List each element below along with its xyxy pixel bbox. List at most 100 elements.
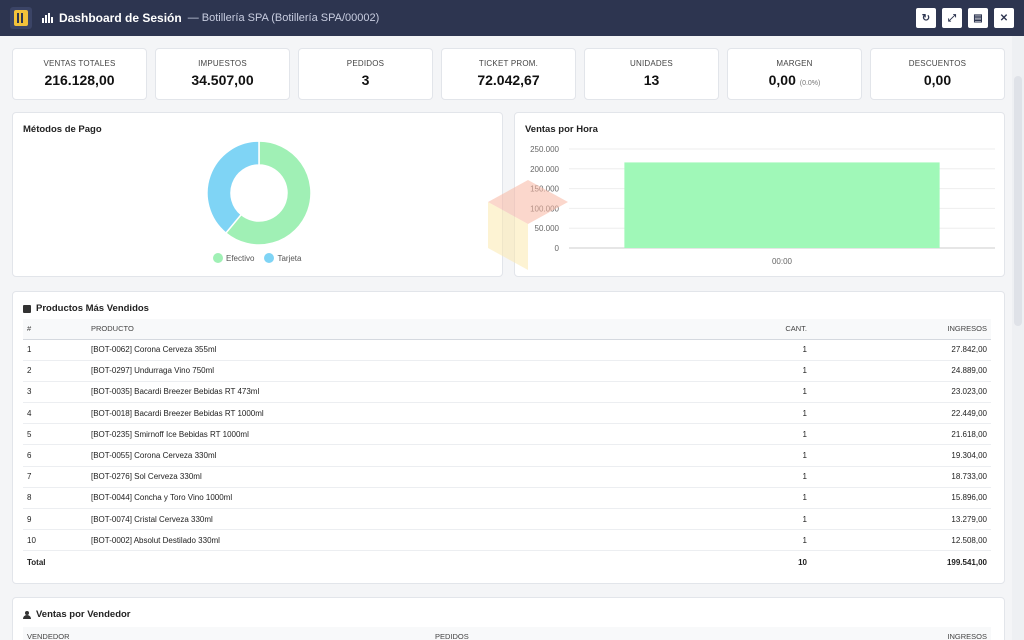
table-row[interactable]: 9 [BOT-0074] Cristal Cerveza 330ml 1 13.279… xyxy=(23,508,991,531)
kpi-value: 72.042,67 xyxy=(477,72,540,88)
kpi-card: UNIDADES 13 xyxy=(584,48,719,100)
kpi-value-wrap: 216.128,00 xyxy=(13,72,146,88)
kpi-label: DESCUENTOS xyxy=(908,59,967,68)
kpi-label: UNIDADES xyxy=(630,59,673,68)
table-row[interactable]: 3 [BOT-0035] Bacardi Breezer Bebidas RT 4… xyxy=(23,381,991,404)
kpi-label: VENTAS TOTALES xyxy=(43,59,116,68)
row-qty: 1 xyxy=(691,339,811,361)
legend-label: Tarjeta xyxy=(277,253,302,263)
row-product: [BOT-0044] Concha y Toro Vino 1000ml xyxy=(87,487,691,510)
kpi-value-wrap: 72.042,67 xyxy=(442,72,575,88)
page-subtitle: — Botillería SPA (Botillería SPA/00002) xyxy=(187,12,380,24)
kpi-value-wrap: 0,00 (0.0%) xyxy=(728,72,861,88)
row-revenue: 12.508,00 xyxy=(811,529,991,552)
row-product: [BOT-0002] Absolut Destilado 330ml xyxy=(87,529,691,552)
row-index: 5 xyxy=(23,423,87,446)
kpi-card: PEDIDOS 3 xyxy=(298,48,433,100)
row-qty: 1 xyxy=(691,529,811,552)
row-qty: 1 xyxy=(691,360,811,382)
page-title: Dashboard de Sesión xyxy=(59,11,182,25)
refresh-button[interactable]: ↻ xyxy=(916,8,936,28)
hourly-sales-title: Ventas por Hora xyxy=(525,124,598,135)
row-qty: 1 xyxy=(691,381,811,404)
scrollbar[interactable] xyxy=(1012,36,1024,640)
user-icon xyxy=(23,610,31,619)
table-header-row: # PRODUCTO CANT. INGRESOS xyxy=(23,319,991,340)
close-button[interactable]: ✕ xyxy=(994,8,1014,28)
legend-item[interactable]: Efectivo xyxy=(213,253,254,263)
payment-methods-title: Métodos de Pago xyxy=(23,124,102,135)
total-label: Total xyxy=(23,550,87,573)
kpi-label: TICKET PROM. xyxy=(478,59,539,68)
bar[interactable] xyxy=(624,162,940,248)
legend-swatch xyxy=(213,253,223,263)
app-logo-icon xyxy=(10,7,32,29)
total-row: Total 10 199.541,00 xyxy=(23,550,991,573)
kpi-value: 0,00 xyxy=(923,72,952,88)
payment-donut-chart xyxy=(206,140,312,246)
col-qty: CANT. xyxy=(691,319,811,340)
row-qty: 1 xyxy=(691,487,811,510)
row-product: [BOT-0055] Corona Cerveza 330ml xyxy=(87,444,691,467)
table-row[interactable]: 2 [BOT-0297] Undurraga Vino 750ml 1 24.889,… xyxy=(23,360,991,382)
legend-swatch xyxy=(264,253,275,263)
kpi-value: 3 xyxy=(361,72,370,88)
row-product: [BOT-0018] Bacardi Breezer Bebidas RT 10… xyxy=(87,402,691,425)
pdf-button[interactable]: ▤ xyxy=(968,8,988,28)
row-revenue: 13.279,00 xyxy=(811,508,991,531)
kpi-value-wrap: 13 xyxy=(585,72,718,88)
kpi-value: 0,00 xyxy=(768,72,796,88)
kpi-value-wrap: 34.507,00 xyxy=(156,72,289,88)
col-revenue: INGRESOS xyxy=(811,319,991,340)
row-product: [BOT-0074] Cristal Cerveza 330ml xyxy=(87,508,691,531)
col-seller: VENDEDOR xyxy=(23,627,431,640)
sellers-panel: Ventas por Vendedor VENDEDOR PEDIDOS ING… xyxy=(12,597,1005,640)
row-qty: 1 xyxy=(691,508,811,531)
sellers-table: VENDEDOR PEDIDOS INGRESOS xyxy=(23,627,991,640)
row-product: [BOT-0235] Smirnoff Ice Bebidas RT 1000m… xyxy=(87,423,691,446)
table-row[interactable]: 10 [BOT-0002] Absolut Destilado 330ml 1 12.… xyxy=(23,529,991,552)
header-actions: ↻ ⤢ ▤ ✕ xyxy=(916,8,1014,28)
sellers-title-text: Ventas por Vendedor xyxy=(36,609,131,620)
table-header-row: VENDEDOR PEDIDOS INGRESOS xyxy=(23,627,991,640)
row-qty: 1 xyxy=(691,466,811,488)
pdf-icon: ▤ xyxy=(973,12,983,24)
legend-label: Efectivo xyxy=(226,253,255,263)
close-icon: ✕ xyxy=(999,12,1009,24)
table-row[interactable]: 8 [BOT-0044] Concha y Toro Vino 1000ml 1 15… xyxy=(23,487,991,510)
top-products-title: Productos Más Vendidos xyxy=(23,303,149,314)
table-row[interactable]: 5 [BOT-0235] Smirnoff Ice Bebidas RT 1000… xyxy=(23,423,991,446)
row-revenue: 21.618,00 xyxy=(811,423,991,446)
pie-slice-efectivo[interactable] xyxy=(224,140,312,246)
col-seller-revenue: INGRESOS xyxy=(811,627,991,640)
row-index: 2 xyxy=(23,360,87,382)
kpi-value-wrap: 0,00 xyxy=(871,72,1004,88)
table-row[interactable]: 4 [BOT-0018] Bacardi Breezer Bebidas RT 1… xyxy=(23,402,991,425)
pie-slice-tarjeta[interactable] xyxy=(206,140,260,235)
y-tick-label: 150.000 xyxy=(530,185,559,194)
hourly-sales-panel: Ventas por Hora 050.000100.000150.000200… xyxy=(514,112,1005,277)
row-index: 8 xyxy=(23,487,87,510)
y-tick-label: 250.000 xyxy=(530,145,559,154)
row-revenue: 27.842,00 xyxy=(811,339,991,361)
row-revenue: 22.449,00 xyxy=(811,402,991,425)
box-icon xyxy=(23,304,31,313)
row-index: 6 xyxy=(23,444,87,467)
row-index: 3 xyxy=(23,381,87,404)
expand-button[interactable]: ⤢ xyxy=(942,8,962,28)
payment-legend: Efectivo Tarjeta xyxy=(213,253,301,263)
top-products-table: # PRODUCTO CANT. INGRESOS 1 [BOT-0062] Co… xyxy=(23,319,991,573)
row-product: [BOT-0276] Sol Cerveza 330ml xyxy=(87,466,691,488)
scrollbar-thumb[interactable] xyxy=(1014,76,1022,326)
refresh-icon: ↻ xyxy=(921,12,931,24)
table-row[interactable]: 6 [BOT-0055] Corona Cerveza 330ml 1 19.304,… xyxy=(23,444,991,467)
table-row[interactable]: 1 [BOT-0062] Corona Cerveza 355ml 1 27.842,… xyxy=(23,339,991,361)
row-revenue: 19.304,00 xyxy=(811,444,991,467)
kpi-card: TICKET PROM. 72.042,67 xyxy=(441,48,576,100)
row-qty: 1 xyxy=(691,423,811,446)
row-product: [BOT-0062] Corona Cerveza 355ml xyxy=(87,339,691,361)
table-row[interactable]: 7 [BOT-0276] Sol Cerveza 330ml 1 18.733,00 xyxy=(23,466,991,488)
legend-item[interactable]: Tarjeta xyxy=(264,253,301,263)
kpi-label: MARGEN xyxy=(776,59,813,68)
y-tick-label: 200.000 xyxy=(530,165,559,174)
